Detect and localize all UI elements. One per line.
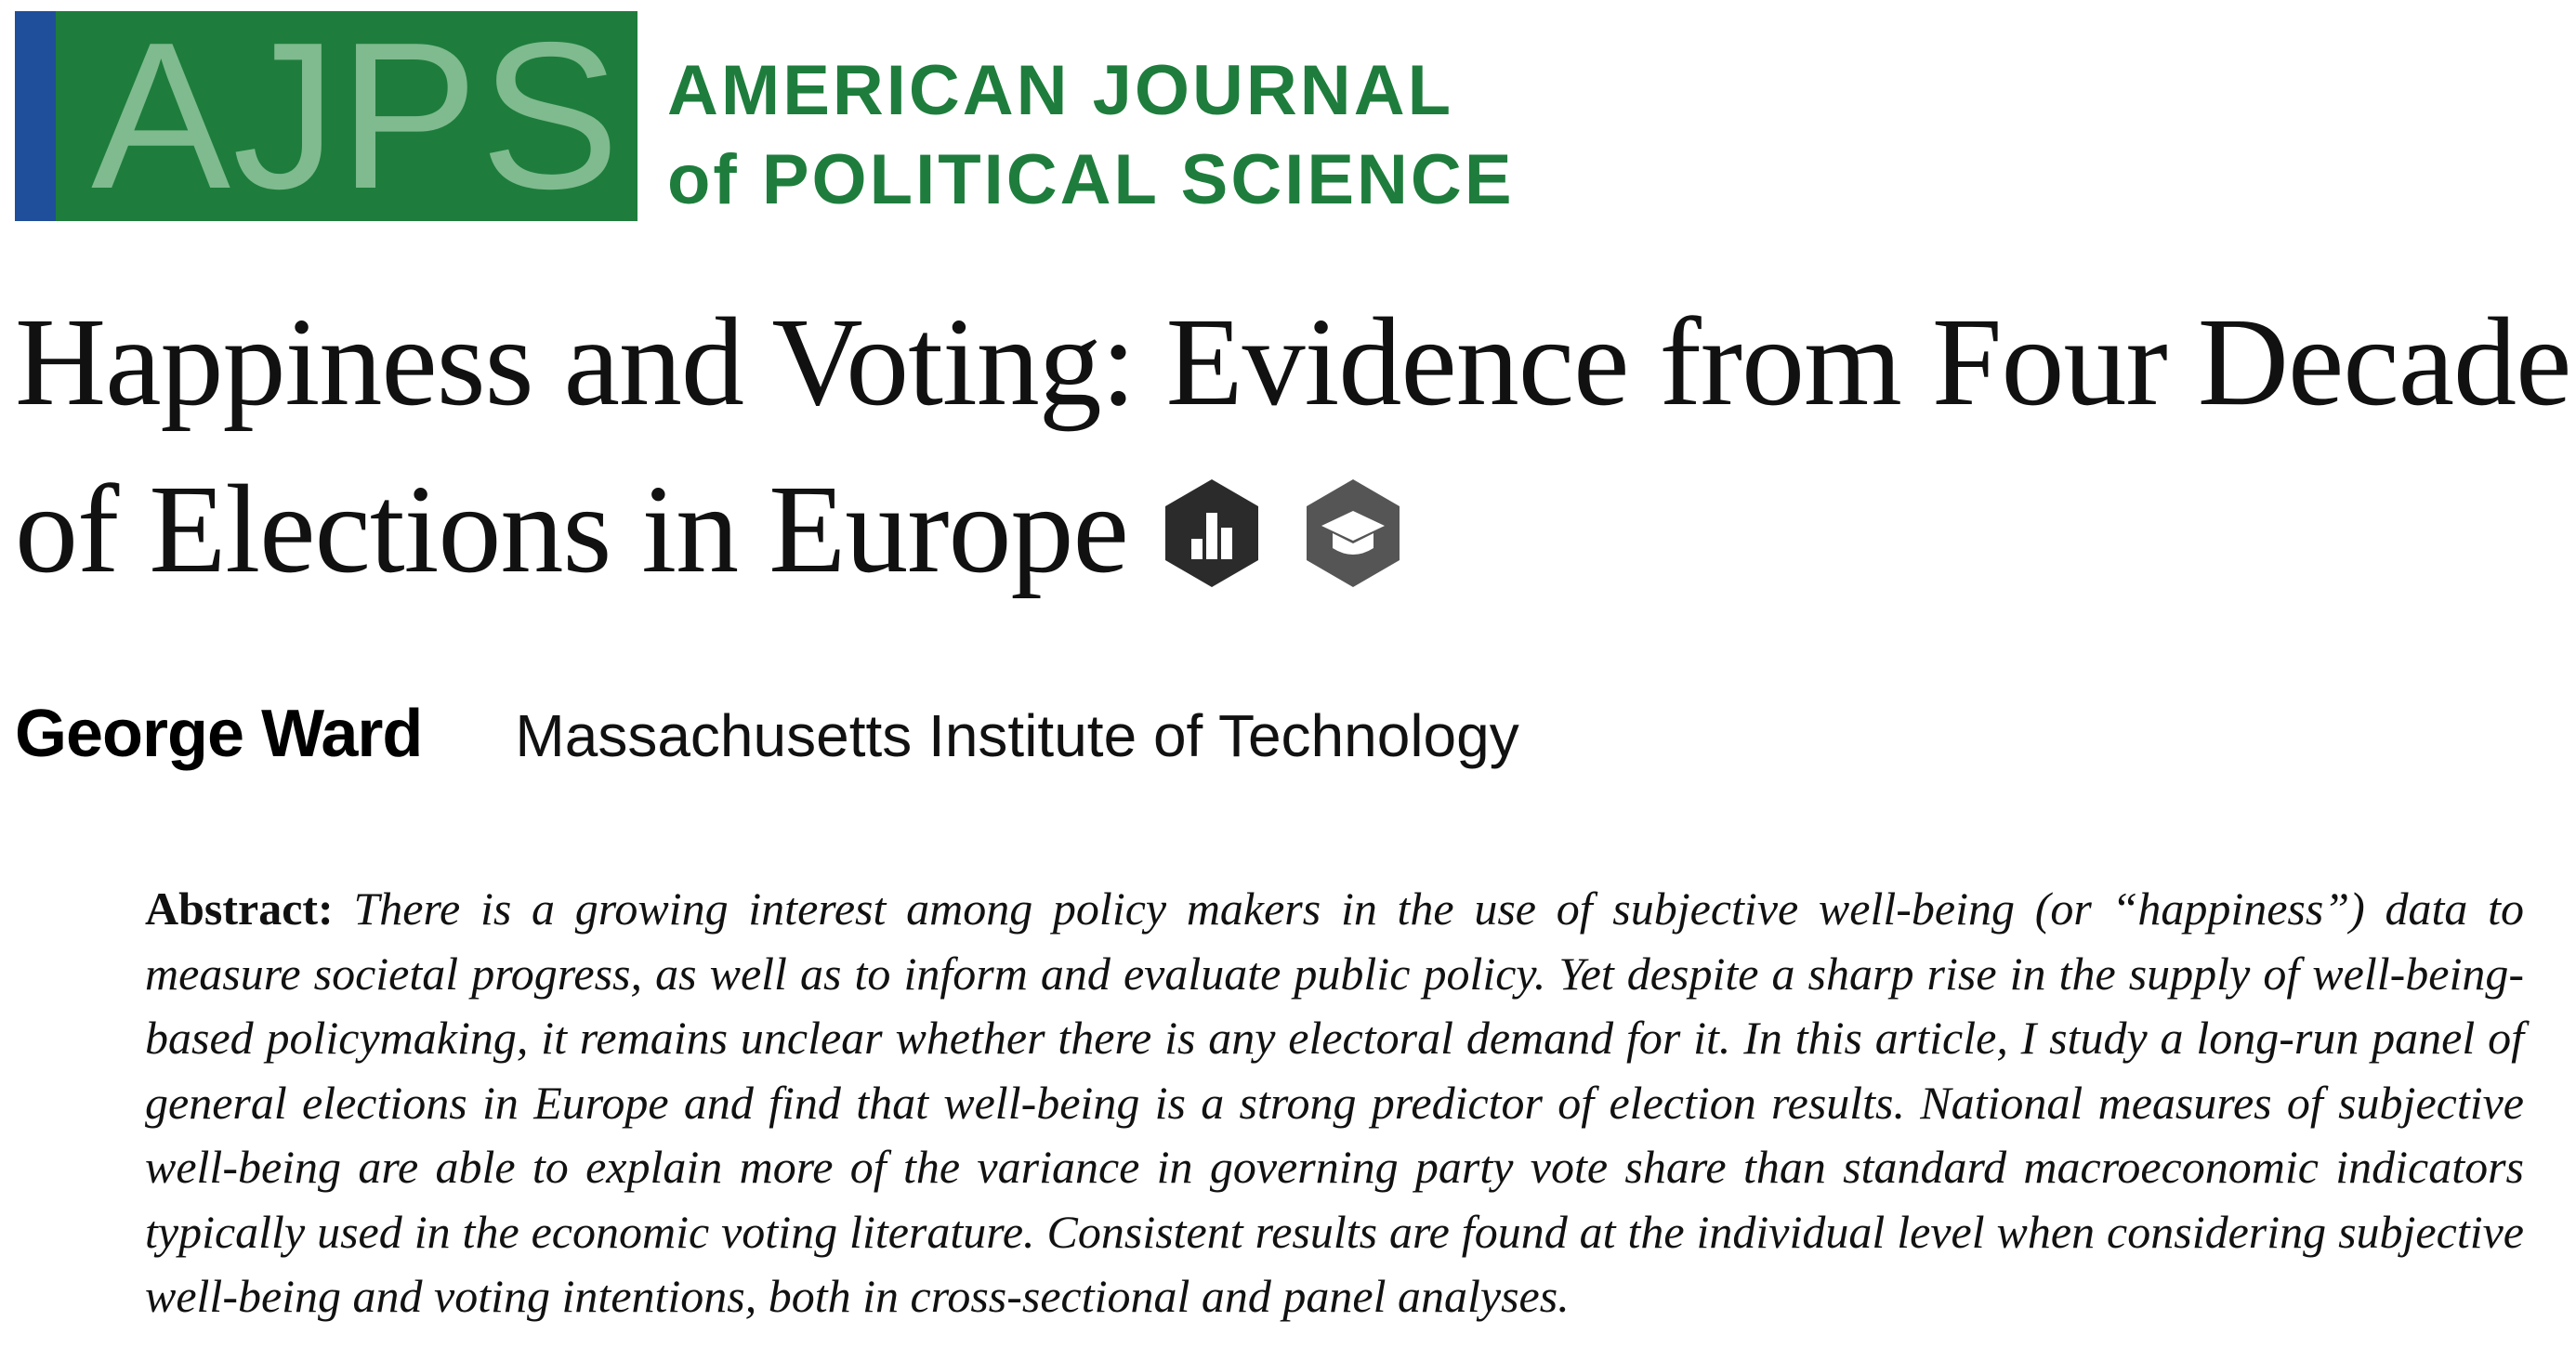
title-line-1: Happiness and Voting: Evidence from Four… (15, 293, 2576, 432)
journal-masthead: AJPS AMERICAN JOURNAL of POLITICAL SCIEN… (15, 11, 1512, 221)
ajps-logo: AJPS (15, 11, 637, 221)
journal-name: AMERICAN JOURNAL of POLITICAL SCIENCE (667, 46, 1515, 225)
author-affiliation: Massachusetts Institute of Technology (515, 702, 1519, 769)
title-line-2-container: of Elections in Europe (15, 446, 2561, 613)
journal-name-line1: AMERICAN JOURNAL (667, 51, 1453, 130)
open-data-badge-icon[interactable] (1154, 476, 1269, 591)
abstract-label: Abstract: (145, 883, 334, 935)
open-materials-badge-icon[interactable] (1295, 476, 1411, 591)
logo-text: AJPS (91, 11, 622, 221)
author-row: George Ward Massachusetts Institute of T… (15, 687, 1519, 782)
article-title: Happiness and Voting: Evidence from Four… (15, 279, 2576, 613)
title-line-2: of Elections in Europe (15, 460, 1129, 599)
author-name: George Ward (15, 697, 423, 771)
journal-name-line2: of POLITICAL SCIENCE (667, 140, 1515, 219)
logo-blue-stripe (15, 11, 56, 221)
abstract-text: There is a growing interest among policy… (145, 883, 2524, 1322)
abstract: Abstract: There is a growing interest am… (145, 877, 2524, 1329)
